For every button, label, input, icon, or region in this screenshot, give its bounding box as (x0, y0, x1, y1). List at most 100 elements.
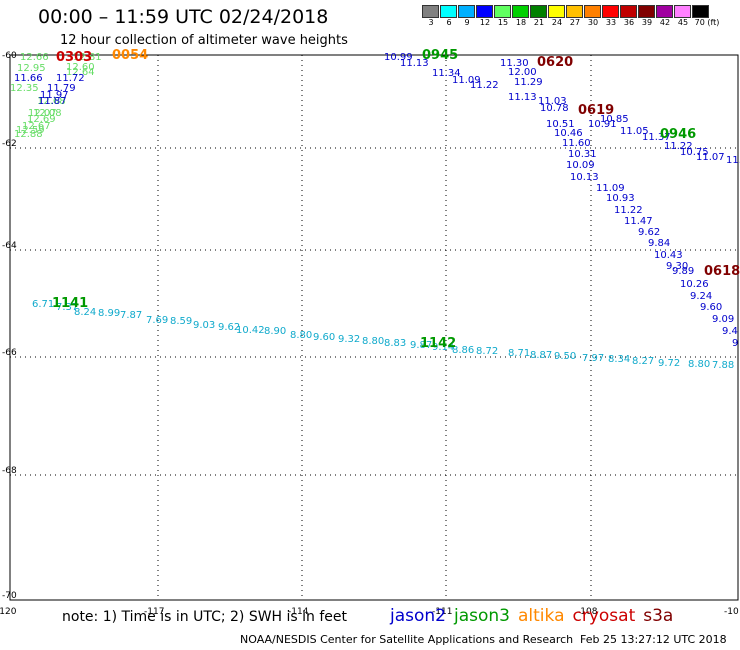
wave-height-value: 8.87 (530, 350, 552, 361)
wave-height-value: 12.88 (14, 129, 43, 140)
satellite-altika: altika (518, 606, 565, 626)
legend-swatch (620, 5, 637, 18)
legend-label: 9 (464, 18, 470, 27)
legend-label: 33 (605, 18, 617, 27)
wave-height-value: 7.37 (56, 302, 78, 313)
wave-height-value: 10.99 (384, 52, 413, 63)
wave-height-value: 11.05 (620, 126, 649, 137)
wave-height-value: 12.00 (508, 67, 537, 78)
wave-height-value: 9.09 (712, 314, 734, 325)
wave-height-value: 10.43 (654, 250, 683, 261)
lat-tick-label: -64 (2, 241, 17, 251)
wave-height-value: 11.30 (500, 58, 529, 69)
axis-ticks: -60 -62 -64 -66 -68 -70 -120 -117 -114 -111 -108 -1… (0, 51, 739, 617)
track-time-label: 0946 (660, 127, 696, 142)
wave-height-value: 11.22 (614, 205, 643, 216)
legend-label: 36 (623, 18, 635, 27)
legend-label: 24 (551, 18, 563, 27)
wave-height-value: 9.62 (218, 322, 240, 333)
wave-height-value: 6.71 (32, 299, 54, 310)
wave-height-value: 8.99 (98, 308, 120, 319)
wave-height-value: 11.66 (14, 73, 43, 84)
wave-height-value: 8.24 (74, 307, 96, 318)
lat-tick-label: -70 (2, 591, 17, 601)
wave-height-value: 8.86 (452, 345, 474, 356)
wave-height-value: 8.80 (290, 330, 312, 341)
track-time-label: 0618 (704, 264, 740, 279)
lat-tick-label: -62 (2, 139, 17, 149)
wave-height-value: 11.13 (400, 58, 429, 69)
wave-height-value: 11.47 (624, 216, 653, 227)
map-grid (9, 54, 739, 601)
wave-height-value: 11.03 (538, 96, 567, 107)
wave-height-value: 9.62 (638, 227, 660, 238)
credit-line: NOAA/NESDIS Center for Satellite Applica… (240, 633, 574, 646)
wave-height-value: 11.22 (664, 141, 693, 152)
legend-swatch (530, 5, 547, 18)
lat-tick-label: -66 (2, 348, 17, 358)
map-title: 00:00 – 11:59 UTC 02/24/2018 (38, 6, 329, 28)
lon-tick-label: -111 (432, 607, 452, 617)
wave-height-value: 11.79 (47, 83, 76, 94)
wave-height-value: 8.83 (384, 338, 406, 349)
track-time-label: 1142 (420, 336, 456, 351)
wave-height-value: 12.60 (66, 62, 95, 73)
legend-swatch (584, 5, 601, 18)
wave-height-value: 9.24 (690, 291, 712, 302)
wave-height-value: 11.37 (642, 132, 671, 143)
wave-height-value: 10.91 (588, 119, 617, 130)
legend-label: 6 (446, 18, 452, 27)
track-time-label: 0620 (537, 55, 573, 70)
wave-height-value: 12.67 (22, 121, 51, 132)
lat-tick-label: -60 (2, 51, 17, 61)
satellite-jason2: jason2 (390, 606, 446, 626)
track-time-label: 0303 (56, 50, 92, 65)
track-time-label: 0619 (578, 103, 614, 118)
wave-height-value: 9.03 (193, 320, 215, 331)
wave-height-value: 8.59 (170, 316, 192, 327)
legend-swatch (422, 5, 439, 18)
wave-height-value: 9.50 (554, 351, 576, 362)
wave-height-value: 11.9 (726, 155, 740, 166)
wave-height-value: 8.90 (264, 326, 286, 337)
wave-height-value: 10.26 (680, 279, 709, 290)
lon-tick-label: -114 (288, 607, 309, 617)
wave-height-value: 9.89 (672, 266, 694, 277)
wave-height-value: 9.30 (666, 261, 688, 272)
map-subtitle: 12 hour collection of altimeter wave hei… (60, 33, 348, 48)
legend-swatch (458, 5, 475, 18)
wave-height-value: 11.09 (452, 75, 481, 86)
wave-height-value: 10.31 (568, 149, 597, 160)
legend-swatch (476, 5, 493, 18)
wave-height-value: 9.72 (658, 358, 680, 369)
wave-height-value: 8.27 (632, 356, 654, 367)
units-note: note: 1) Time is in UTC; 2) SWH is in fe… (62, 609, 348, 625)
wave-height-value: 11.97 (40, 90, 69, 101)
wave-height-value: 12.81 (73, 52, 102, 63)
wave-height-value: 9 (732, 338, 738, 349)
wave-height-value: 12.07 (28, 108, 57, 119)
wave-height-color-legend: 3 6 9 12 15 18 21 24 27 30 33 36 39 42 45 70 (ft) (422, 5, 722, 27)
wave-height-value: 10.51 (546, 119, 575, 130)
wave-height-value: 11.60 (562, 138, 591, 149)
wave-height-value: 12.69 (27, 114, 56, 125)
legend-swatch (548, 5, 565, 18)
lon-tick-label: -108 (577, 607, 598, 617)
lon-tick-label: -117 (144, 607, 164, 617)
wave-height-value: 9.4 (722, 326, 738, 337)
legend-label: 45 (677, 18, 689, 27)
wave-height-value: 10.42 (236, 325, 265, 336)
wave-height-value: 10.75 (680, 147, 709, 158)
wave-height-value: 10.93 (606, 193, 635, 204)
legend-swatches (422, 5, 722, 18)
legend-label: 15 (497, 18, 509, 27)
wave-height-value: 10.46 (554, 128, 583, 139)
wave-height-value: 11.29 (514, 77, 543, 88)
wave-height-value: 11.07 (696, 152, 725, 163)
wave-height-value: 7.69 (146, 315, 168, 326)
wave-height-value: 12.95 (17, 63, 46, 74)
generated-timestamp: Feb 25 13:27:12 UTC 2018 (580, 633, 727, 646)
wave-height-value: 9.84 (648, 238, 670, 249)
legend-label: 18 (515, 18, 527, 27)
wave-height-value: 10.85 (600, 114, 629, 125)
